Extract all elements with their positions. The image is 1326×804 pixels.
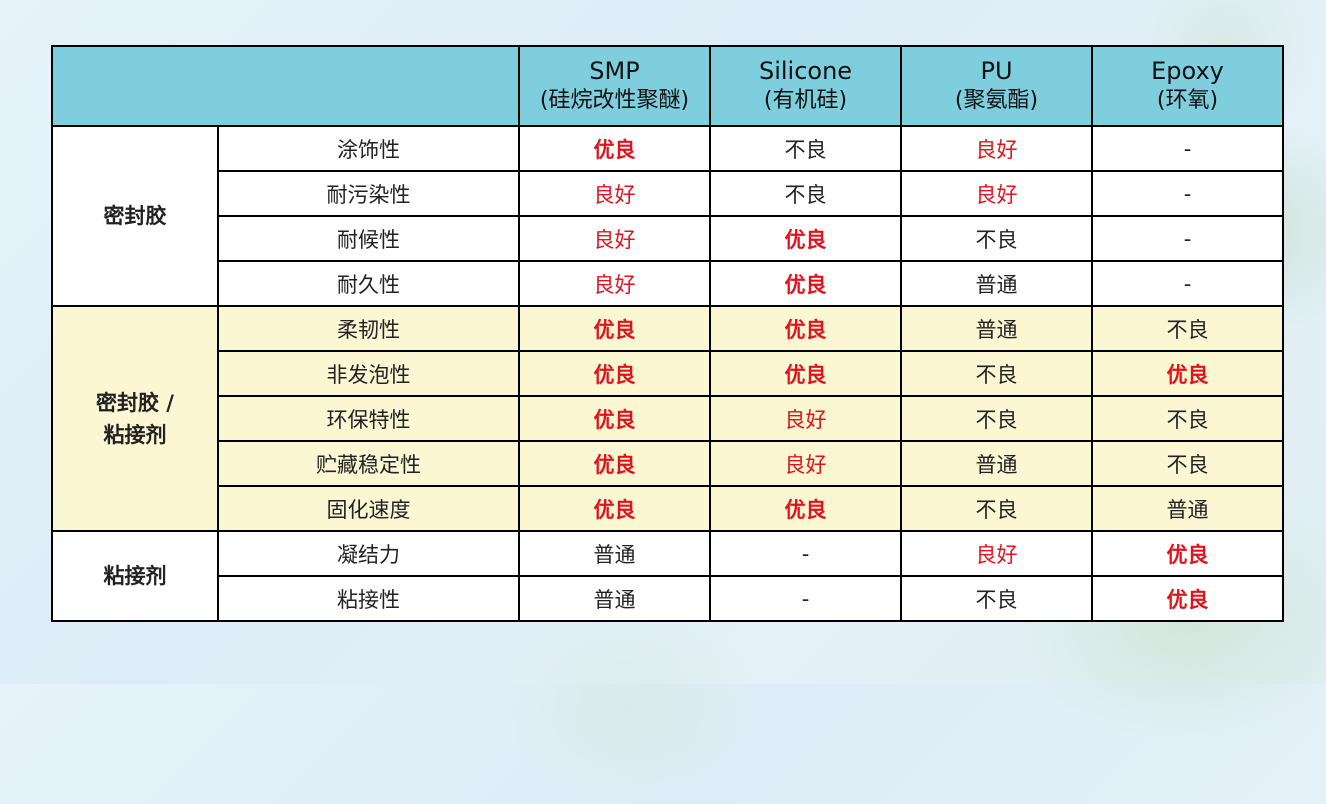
- rating-cell: 优良: [518, 125, 711, 172]
- rating-cell: 优良: [518, 485, 711, 532]
- rating-cell: 不良: [900, 350, 1093, 397]
- rating-cell: 优良: [709, 260, 902, 307]
- rating-cell: 良好: [900, 125, 1093, 172]
- table-row: 耐候性 良好 优良 不良 -: [52, 215, 1284, 262]
- row-label: 贮藏稳定性: [217, 440, 520, 487]
- rating-cell: 普通: [1091, 485, 1284, 532]
- rating-cell: 良好: [709, 395, 902, 442]
- comparison-table: SMP (硅烷改性聚醚) Silicone (有机硅) PU (聚氨酯) Epoxy(…: [51, 45, 1284, 622]
- rating-cell: 不良: [900, 215, 1093, 262]
- table-row: 固化速度 优良 优良 不良 普通: [52, 485, 1284, 532]
- row-label: 固化速度: [217, 485, 520, 532]
- header-smp: SMP (硅烷改性聚醚): [518, 45, 711, 127]
- rating-cell: 不良: [900, 395, 1093, 442]
- group-label-sealant-adhesive: 密封胶 / 粘接剂: [51, 305, 219, 532]
- rating-cell: 优良: [1091, 575, 1284, 622]
- table-row: 非发泡性 优良 优良 不良 优良: [52, 350, 1284, 397]
- rating-cell: 优良: [709, 350, 902, 397]
- rating-cell: 不良: [709, 125, 902, 172]
- row-label: 柔韧性: [217, 305, 520, 352]
- rating-cell: 不良: [1091, 305, 1284, 352]
- row-label: 凝结力: [217, 530, 520, 577]
- rating-cell: 良好: [518, 260, 711, 307]
- group-label-line1: 密封胶 /: [96, 390, 174, 415]
- row-label: 耐污染性: [217, 170, 520, 217]
- table-row: 密封胶 / 粘接剂 柔韧性 优良 优良 普通 不良: [51, 305, 1284, 532]
- rating-cell: -: [709, 530, 902, 577]
- rating-cell: 良好: [900, 170, 1093, 217]
- rating-cell: 普通: [900, 440, 1093, 487]
- rating-cell: 不良: [709, 170, 902, 217]
- rating-cell: 优良: [518, 350, 711, 397]
- rating-cell: 优良: [518, 395, 711, 442]
- rating-cell: 不良: [1091, 395, 1284, 442]
- rating-cell: -: [1091, 170, 1284, 217]
- rating-cell: 优良: [709, 215, 902, 262]
- row-label: 环保特性: [217, 395, 520, 442]
- rating-cell: 普通: [518, 530, 711, 577]
- group-label-sealant: 密封胶: [51, 125, 219, 307]
- row-label: 涂饰性: [217, 125, 520, 172]
- table-row: 粘接性 普通 - 不良 优良: [52, 575, 1284, 622]
- table-row: 环保特性 优良 良好 不良 不良: [52, 395, 1284, 442]
- table-row: 耐污染性 良好 不良 良好 -: [52, 170, 1284, 217]
- table-row: 贮藏稳定性 优良 良好 普通 不良: [52, 440, 1284, 487]
- rating-cell: 不良: [900, 485, 1093, 532]
- row-label: 非发泡性: [217, 350, 520, 397]
- rating-cell: 普通: [518, 575, 711, 622]
- rating-cell: 普通: [900, 260, 1093, 307]
- rating-cell: 优良: [709, 485, 902, 532]
- table-row: 粘接剂 凝结力 普通 - 良好 优良: [51, 530, 1284, 622]
- rating-cell: 良好: [518, 215, 711, 262]
- rating-cell: 良好: [518, 170, 711, 217]
- header-pu: PU (聚氨酯): [900, 45, 1093, 127]
- header-epoxy: Epoxy (环氧): [1091, 45, 1284, 127]
- rating-cell: -: [1091, 215, 1284, 262]
- row-label: 耐候性: [217, 215, 520, 262]
- rating-cell: 优良: [518, 305, 711, 352]
- row-label: 粘接性: [217, 575, 520, 622]
- header-corner: [51, 45, 520, 127]
- header-row: SMP (硅烷改性聚醚) Silicone (有机硅) PU (聚氨酯) Epoxy(…: [51, 45, 1284, 127]
- rating-cell: 优良: [518, 440, 711, 487]
- rating-cell: 优良: [1091, 350, 1284, 397]
- rating-cell: 不良: [1091, 440, 1284, 487]
- rating-cell: -: [709, 575, 902, 622]
- header-silicone: Silicone (有机硅): [709, 45, 902, 127]
- group-label-adhesive: 粘接剂: [51, 530, 219, 622]
- table-row: 耐久性 良好 优良 普通 -: [52, 260, 1284, 307]
- rating-cell: -: [1091, 125, 1284, 172]
- rating-cell: 不良: [900, 575, 1093, 622]
- rating-cell: 良好: [709, 440, 902, 487]
- group-label-line2: 粘接剂: [103, 422, 167, 447]
- rating-cell: -: [1091, 260, 1284, 307]
- rating-cell: 优良: [709, 305, 902, 352]
- row-label: 耐久性: [217, 260, 520, 307]
- background-foliage: [500, 604, 760, 804]
- rating-cell: 良好: [900, 530, 1093, 577]
- rating-cell: 优良: [1091, 530, 1284, 577]
- rating-cell: 普通: [900, 305, 1093, 352]
- table-row: 密封胶 涂饰性 优良 不良 良好 -: [51, 125, 1284, 307]
